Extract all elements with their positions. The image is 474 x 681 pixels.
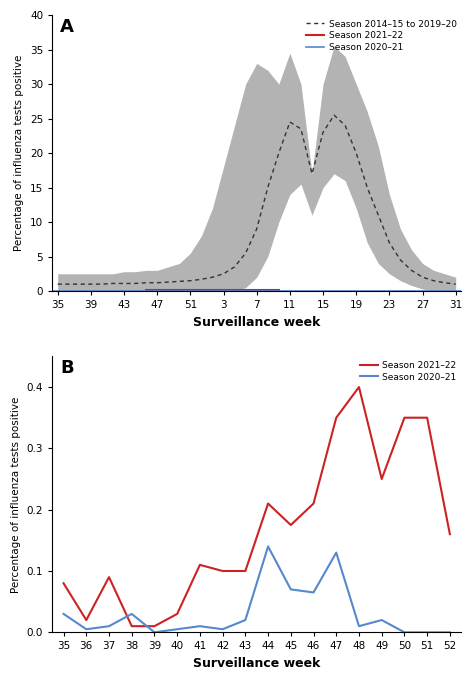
Season 2020–21 [288,585,293,593]
Season 2021–22 [152,622,157,630]
Line: Season 2021–22: Season 2021–22 [64,387,450,626]
Season 2020–21 [243,616,248,624]
Season 2021–22 [379,475,384,483]
Text: A: A [60,18,74,36]
X-axis label: Surveillance week: Surveillance week [193,657,320,670]
Season 2021–22 [220,567,226,575]
Season 2020–21 [333,548,339,556]
Season 2020–21 [152,628,157,636]
Season 2020–21 [447,628,453,636]
Season 2020–21 [106,622,112,630]
Season 2020–21 [401,628,407,636]
Season 2020–21 [265,542,271,550]
Season 2020–21 [83,625,89,633]
Y-axis label: Percentage of influenza tests positive: Percentage of influenza tests positive [14,55,24,251]
Season 2021–22 [265,499,271,507]
Season 2021–22 [424,413,430,422]
Season 2020–21 [310,588,316,597]
Season 2021–22 [61,579,66,587]
Season 2021–22 [310,499,316,507]
Season 2020–21 [424,628,430,636]
Season 2020–21 [356,622,362,630]
Season 2020–21 [379,616,384,624]
Line: Season 2020–21: Season 2020–21 [64,546,450,632]
Season 2021–22 [288,521,293,529]
Season 2020–21 [129,609,135,618]
Season 2021–22 [174,609,180,618]
Legend: Season 2021–22, Season 2020–21: Season 2021–22, Season 2020–21 [360,361,457,381]
Season 2021–22 [401,413,407,422]
Legend: Season 2014–15 to 2019–20, Season 2021–22, Season 2020–21: Season 2014–15 to 2019–20, Season 2021–2… [306,20,457,52]
Season 2021–22 [106,573,112,581]
Season 2021–22 [83,616,89,624]
X-axis label: Surveillance week: Surveillance week [193,315,320,329]
Season 2021–22 [129,622,135,630]
Season 2021–22 [333,413,339,422]
Season 2020–21 [174,625,180,633]
Season 2021–22 [243,567,248,575]
Y-axis label: Percentage of influenza tests positive: Percentage of influenza tests positive [11,396,21,592]
Season 2021–22 [197,560,203,569]
Season 2021–22 [447,530,453,538]
Season 2020–21 [61,609,66,618]
Season 2020–21 [220,625,226,633]
Season 2020–21 [197,622,203,630]
Season 2021–22 [356,383,362,391]
Text: B: B [60,359,74,377]
